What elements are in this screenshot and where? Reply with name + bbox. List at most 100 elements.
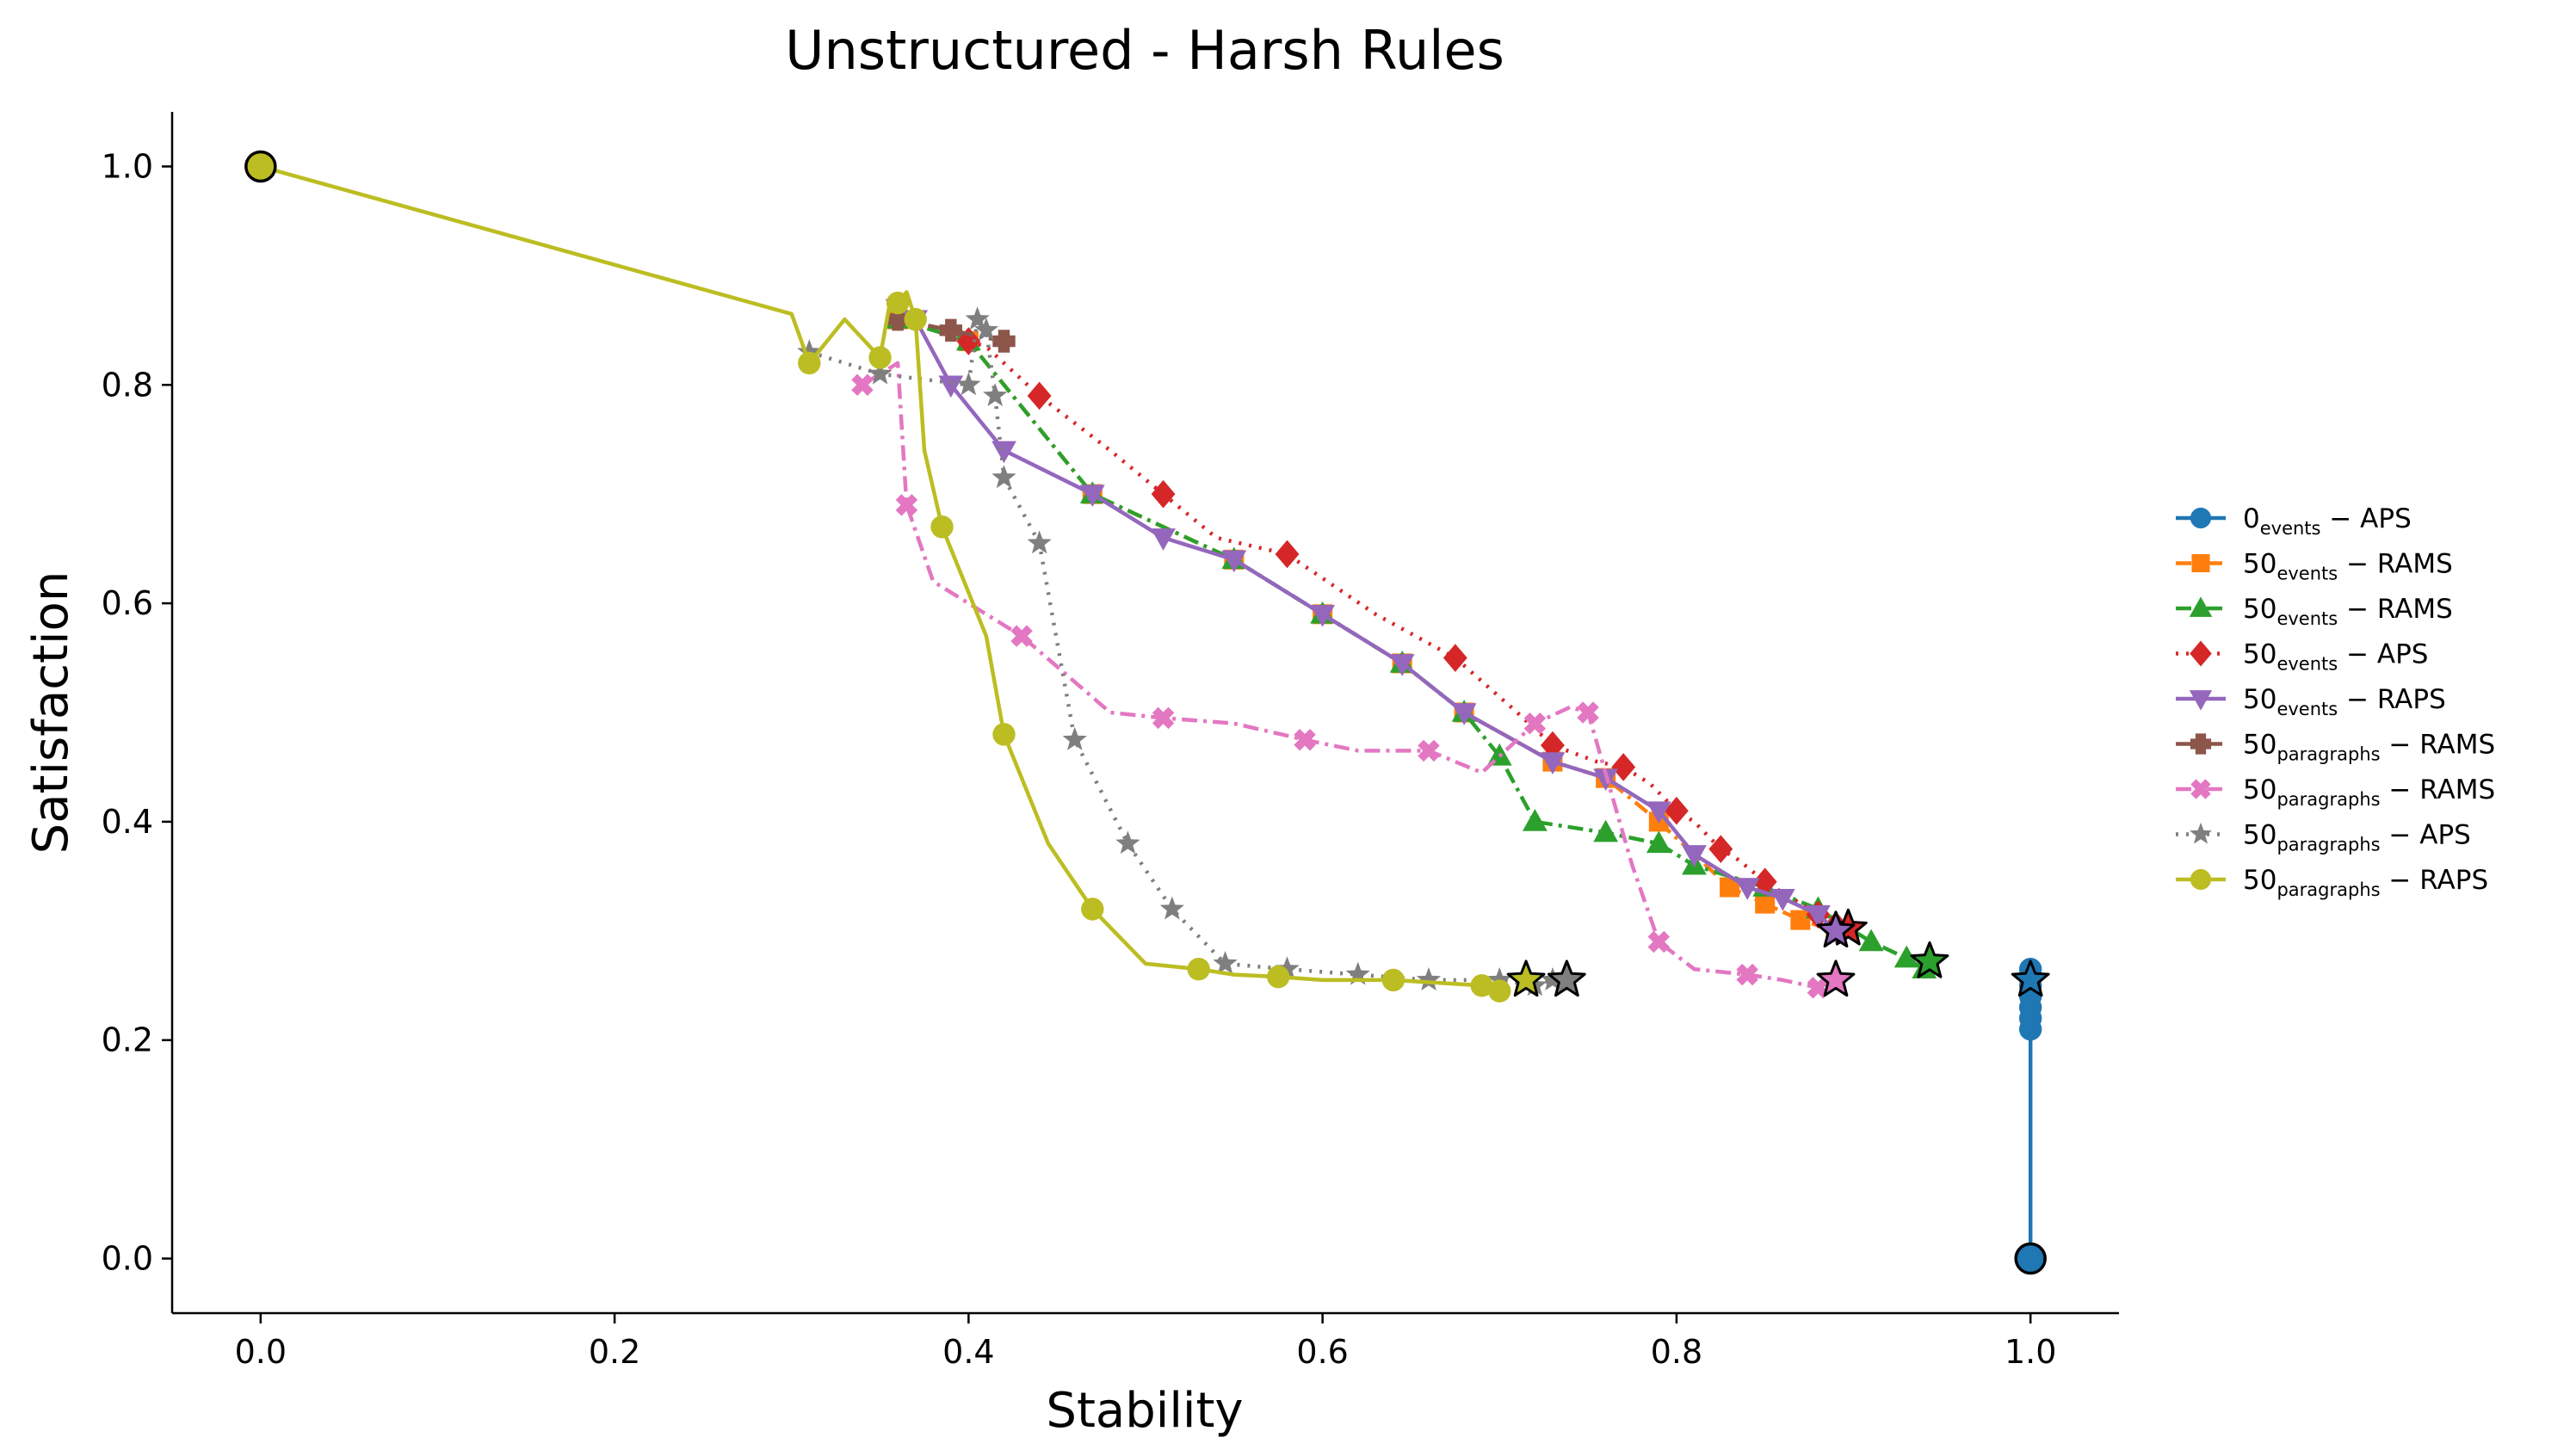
data-point — [1593, 819, 1619, 842]
legend-marker — [2190, 779, 2211, 799]
data-point — [851, 373, 874, 396]
data-point — [956, 327, 981, 355]
legend-label: 50paragraphs − RAMS — [2243, 730, 2495, 765]
data-point — [798, 351, 821, 375]
legend-marker — [2190, 507, 2212, 529]
legend-item: 50paragraphs − RAMS — [2176, 730, 2495, 765]
legend-label: 50paragraphs − RAPS — [2243, 865, 2488, 900]
legend: 0events − APS 50events − RAMS 50events − R… — [2176, 503, 2495, 900]
legend-marker — [2190, 868, 2212, 891]
data-point — [1151, 479, 1176, 509]
data-point — [1275, 956, 1300, 980]
y-tick-label: 0.2 — [102, 1021, 153, 1059]
data-point — [886, 291, 910, 315]
data-point — [1770, 888, 1795, 911]
series-5 — [886, 307, 1016, 353]
end-star-marker — [1816, 959, 1856, 997]
data-point — [1151, 528, 1176, 551]
data-point — [1790, 910, 1811, 930]
x-ticks: 0.0 0.2 0.4 0.6 0.8 1.0 — [235, 1313, 2056, 1371]
legend-marker — [2191, 553, 2210, 573]
legend-marker — [2190, 640, 2212, 667]
data-point — [1858, 929, 1884, 952]
axes — [170, 112, 2119, 1315]
plot-area — [244, 150, 2050, 1275]
y-axis-label: Satisfaction — [23, 571, 79, 854]
data-point — [1720, 877, 1740, 898]
series-2 — [885, 306, 1937, 979]
data-point — [886, 307, 910, 331]
legend-label: 50paragraphs − APS — [2243, 820, 2471, 855]
data-point — [992, 330, 1016, 353]
data-point — [1418, 739, 1440, 762]
x-tick-label: 0.0 — [235, 1333, 287, 1371]
data-point — [1442, 644, 1467, 672]
data-point — [895, 494, 918, 516]
data-point — [991, 441, 1016, 464]
legend-label: 50paragraphs − RAMS — [2243, 774, 2495, 810]
data-point — [1664, 796, 1689, 825]
data-point — [991, 465, 1016, 489]
end-star-marker — [2011, 959, 2050, 997]
data-point — [1541, 731, 1565, 760]
legend-label: 50events − RAPS — [2243, 684, 2446, 719]
data-point — [1275, 540, 1300, 569]
data-point — [868, 346, 892, 369]
data-point — [1451, 703, 1477, 725]
data-point — [1267, 965, 1290, 989]
data-point — [930, 515, 954, 539]
data-point — [1345, 961, 1370, 985]
legend-item: 50events − RAPS — [2176, 684, 2446, 719]
x-tick-label: 0.8 — [1651, 1333, 1702, 1371]
y-tick-label: 0.6 — [102, 584, 153, 622]
data-point — [1752, 867, 1777, 897]
end-star-marker — [1506, 959, 1546, 997]
data-point — [1027, 381, 1052, 410]
data-point — [1062, 726, 1087, 750]
data-point — [1294, 728, 1316, 751]
data-point — [1806, 904, 1831, 928]
data-point — [1081, 898, 1104, 921]
legend-item: 50paragraphs − RAMS — [2176, 774, 2495, 810]
series-line — [808, 317, 1554, 988]
data-point — [1577, 701, 1599, 724]
data-point — [983, 383, 1008, 406]
data-point — [1487, 967, 1512, 990]
series-line — [897, 317, 1837, 933]
legend-item: 50events − APS — [2176, 639, 2428, 675]
data-point — [1646, 801, 1671, 824]
data-point — [1187, 958, 1210, 981]
legend-marker — [2190, 822, 2212, 844]
legend-label: 50events − RAMS — [2243, 594, 2453, 629]
data-point — [1611, 753, 1636, 781]
data-point — [1115, 830, 1140, 854]
end-star-marker — [1910, 941, 1949, 978]
data-point — [1389, 654, 1415, 676]
legend-item: 50paragraphs − RAPS — [2176, 865, 2488, 900]
legend-item: 50events − RAMS — [2176, 549, 2453, 584]
end-star-marker — [1547, 959, 1586, 997]
data-point — [1079, 484, 1105, 508]
series-8 — [249, 155, 1511, 1003]
x-tick-label: 1.0 — [2005, 1333, 2056, 1371]
data-point — [1027, 530, 1052, 554]
data-point — [1488, 979, 1511, 1003]
x-axis-label: Stability — [1046, 1383, 1243, 1439]
data-point — [939, 318, 962, 342]
data-point — [1736, 963, 1758, 986]
data-point — [1310, 604, 1336, 627]
legend-label: 50events − RAMS — [2243, 549, 2453, 584]
data-point — [797, 339, 822, 363]
legend-item: 0events − APS — [2176, 503, 2412, 539]
data-point — [868, 361, 893, 385]
data-point — [1152, 706, 1175, 730]
data-point — [1213, 951, 1238, 974]
x-tick-label: 0.4 — [942, 1333, 994, 1371]
legend-item: 50events − RAMS — [2176, 594, 2453, 629]
data-point — [1755, 893, 1776, 914]
y-ticks: 0.0 0.2 0.4 0.6 0.8 1.0 — [102, 147, 172, 1278]
data-point — [1523, 809, 1547, 831]
data-point — [956, 372, 981, 396]
data-point — [1708, 835, 1733, 863]
